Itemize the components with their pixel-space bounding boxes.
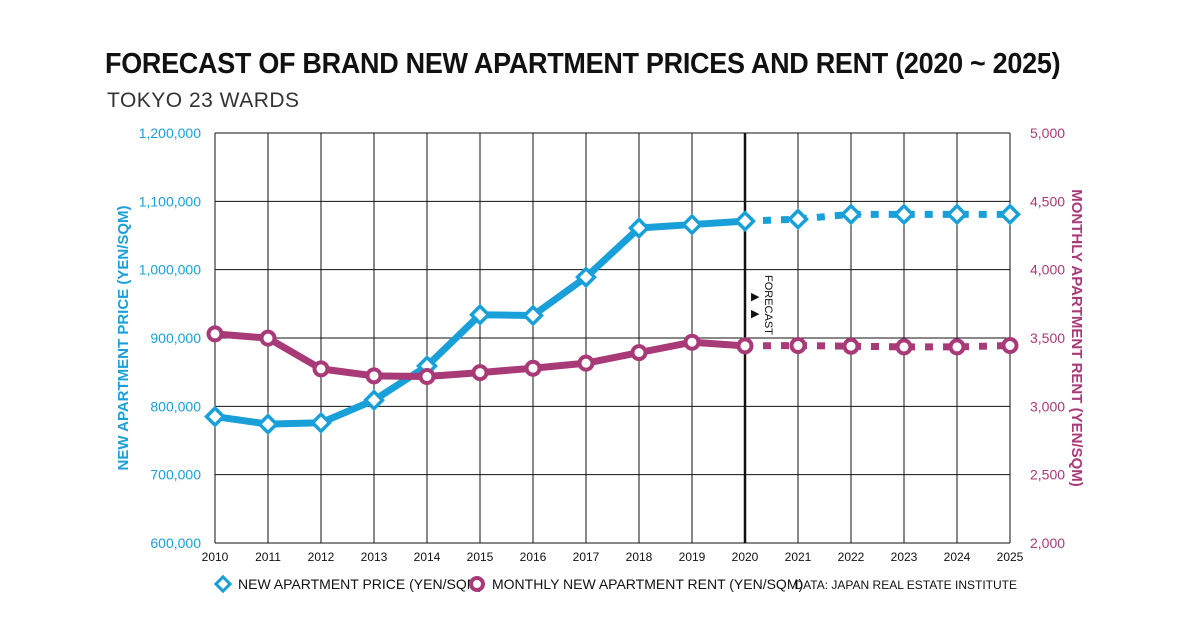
data-point-rent (948, 338, 966, 356)
data-point-price (257, 413, 279, 436)
x-tick-label: 2015 (467, 550, 494, 564)
data-point-rent (895, 338, 913, 356)
y-left-tick-label: 800,000 (150, 398, 201, 414)
y-right-tick-label: 3,000 (1030, 398, 1065, 414)
data-point-rent (577, 354, 595, 372)
x-tick-label: 2025 (997, 550, 1024, 564)
forecast-label: FORECAST (762, 275, 774, 335)
data-point-rent (842, 337, 860, 355)
y-left-tick-label: 900,000 (150, 330, 201, 346)
data-point-price (840, 203, 862, 226)
data-source: DATA: JAPAN REAL ESTATE INSTITUTE (795, 578, 1017, 592)
y-left-tick-label: 1,100,000 (139, 193, 201, 209)
data-point-rent (471, 364, 489, 382)
series-line-forecast (744, 342, 1011, 351)
legend-circle-icon (469, 576, 485, 592)
forecast-arrow-icon: ▶ (751, 308, 760, 320)
x-tick-label: 2017 (573, 550, 600, 564)
data-point-price (469, 303, 491, 326)
data-point-rent (206, 325, 224, 343)
y-left-tick-label: 700,000 (150, 467, 201, 483)
x-tick-label: 2021 (785, 550, 812, 564)
data-point-price (363, 389, 385, 412)
y-right-tick-label: 4,000 (1030, 262, 1065, 278)
data-point-price (310, 411, 332, 434)
x-tick-label: 2019 (679, 550, 706, 564)
x-tick-label: 2023 (891, 550, 918, 564)
data-point-price (628, 217, 650, 239)
data-point-price (204, 405, 226, 428)
data-point-rent (789, 337, 807, 355)
data-point-price (575, 266, 597, 289)
data-point-price (946, 203, 968, 226)
data-point-rent (736, 337, 754, 355)
y-left-tick-label: 1,000,000 (139, 262, 201, 278)
y-right-tick-label: 4,500 (1030, 193, 1065, 209)
x-tick-label: 2010 (202, 550, 229, 564)
y-right-axis-label: MONTHLY APARTMENT RENT (YEN/SQM) (1068, 189, 1085, 487)
y-right-tick-label: 3,500 (1030, 330, 1065, 346)
x-tick-label: 2011 (255, 550, 281, 564)
data-point-rent (683, 333, 701, 351)
legend-diamond-icon (213, 574, 233, 594)
forecast-arrow-icon: ▶ (751, 291, 760, 303)
legend-label-rent: MONTHLY NEW APARTMENT RENT (YEN/SQM) (492, 576, 803, 592)
chart-title: FORECAST OF BRAND NEW APARTMENT PRICES A… (105, 48, 1061, 80)
x-tick-label: 2024 (944, 550, 971, 564)
data-point-rent (259, 329, 277, 347)
data-point-rent (418, 368, 436, 386)
data-point-price (893, 203, 915, 226)
data-point-price (734, 210, 756, 233)
data-point-rent (630, 344, 648, 362)
y-left-tick-label: 600,000 (150, 535, 201, 551)
x-tick-label: 2013 (361, 550, 388, 564)
data-point-price (522, 304, 544, 327)
y-right-tick-label: 5,000 (1030, 125, 1065, 141)
series-line-forecast (744, 210, 1010, 225)
x-tick-label: 2012 (308, 550, 335, 564)
legend-label-price: NEW APARTMENT PRICE (YEN/SQM) (238, 576, 483, 592)
data-point-rent (365, 367, 383, 385)
y-left-tick-label: 1,200,000 (139, 125, 201, 141)
y-right-tick-label: 2,000 (1030, 535, 1065, 551)
y-left-axis-label: NEW APARTMENT PRICE (YEN/SQM) (115, 205, 132, 470)
data-point-price (681, 213, 703, 236)
chart-subtitle: TOKYO 23 WARDS (107, 89, 300, 112)
x-tick-label: 2014 (414, 550, 441, 564)
x-tick-label: 2022 (838, 550, 865, 564)
data-point-rent (524, 359, 542, 377)
data-point-rent (1001, 337, 1019, 355)
x-tick-label: 2018 (626, 550, 653, 564)
data-point-rent (312, 360, 330, 378)
x-tick-label: 2020 (732, 550, 759, 564)
y-right-tick-label: 2,500 (1030, 467, 1065, 483)
data-point-price (787, 208, 809, 231)
x-tick-label: 2016 (520, 550, 547, 564)
data-point-price (999, 203, 1021, 226)
